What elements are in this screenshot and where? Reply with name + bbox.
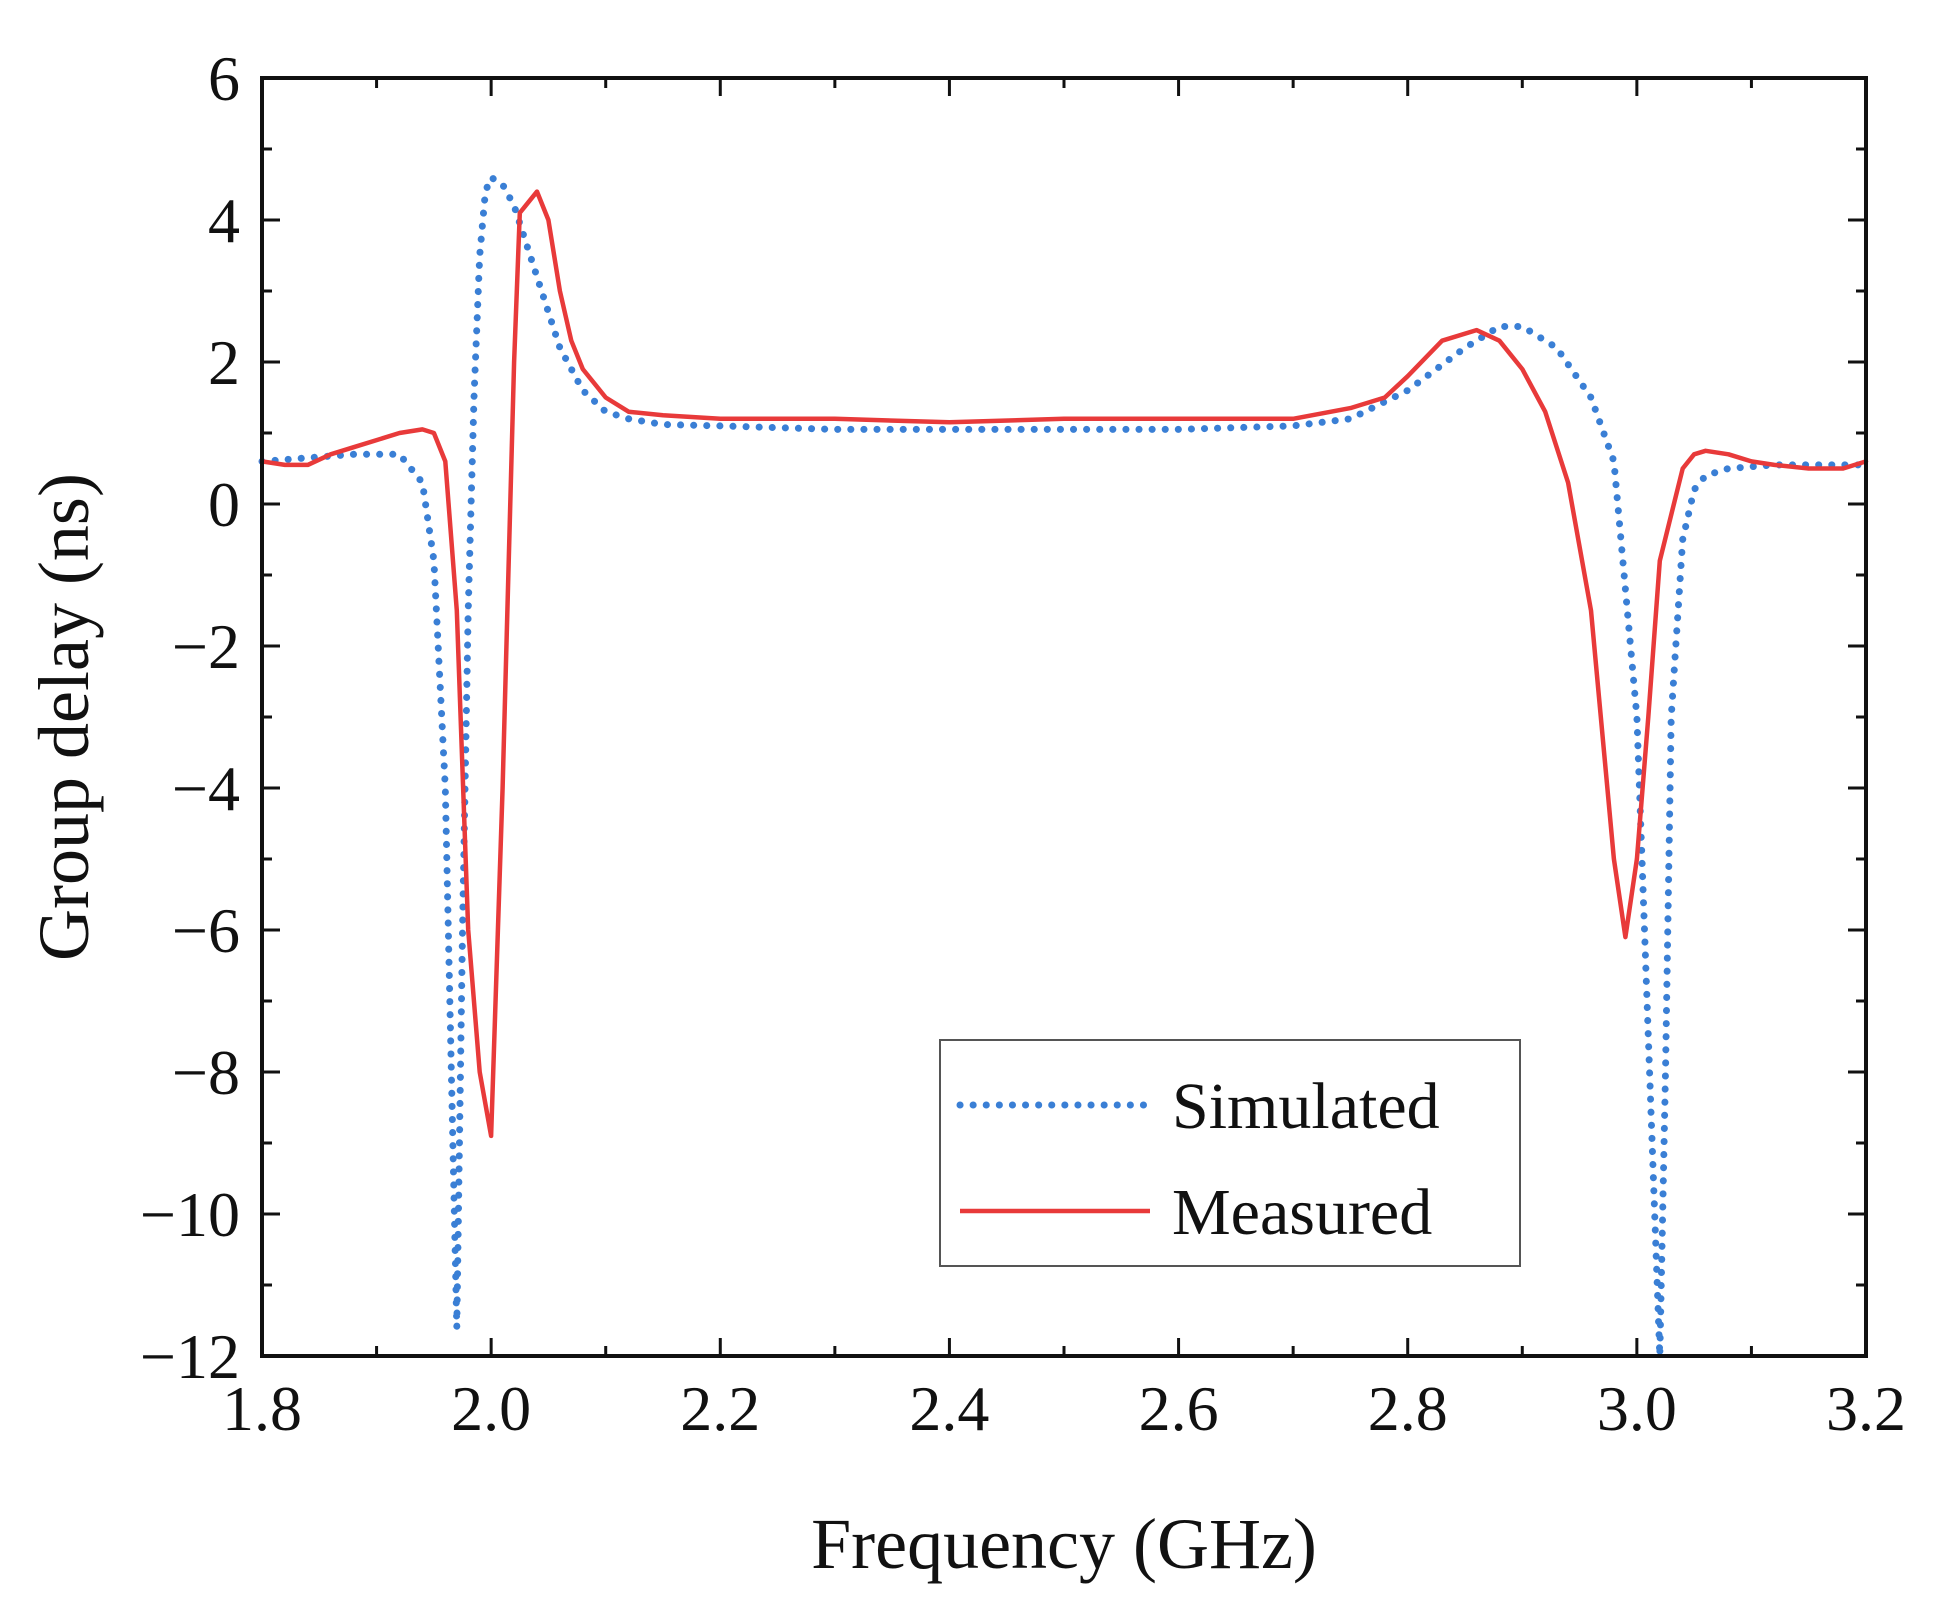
legend-label-simulated: Simulated	[1172, 1070, 1440, 1143]
x-tick-label-1: 2.0	[451, 1373, 531, 1444]
y-axis-title: Group delay (ns)	[24, 473, 104, 961]
x-tick-label-6: 3.0	[1597, 1373, 1677, 1444]
x-tick-label-2: 2.2	[680, 1373, 760, 1444]
y-tick-label-1: −10	[140, 1179, 240, 1250]
x-tick-label-0: 1.8	[222, 1373, 302, 1444]
x-tick-label-7: 3.2	[1826, 1373, 1906, 1444]
y-tick-label-5: −2	[172, 611, 240, 682]
plot-area-frame	[260, 76, 1868, 1358]
x-tick-label-4: 2.6	[1139, 1373, 1219, 1444]
x-tick-label-5: 2.8	[1368, 1373, 1448, 1444]
y-tick-label-4: −4	[172, 753, 240, 824]
legend-label-measured: Measured	[1172, 1176, 1432, 1249]
y-tick-label-0: −12	[140, 1321, 240, 1392]
y-tick-label-8: 4	[208, 185, 240, 256]
y-tick-label-3: −6	[172, 895, 240, 966]
y-tick-label-9: 6	[208, 43, 240, 114]
x-tick-label-3: 2.4	[909, 1373, 989, 1444]
legend: Simulated Measured	[939, 1039, 1521, 1267]
y-tick-label-6: 0	[208, 469, 240, 540]
legend-box	[939, 1039, 1521, 1267]
plot-series	[258, 173, 1870, 1360]
y-tick-label-7: 2	[208, 327, 240, 398]
series-line-simulated	[258, 173, 1870, 1360]
tick-labels: 1.8 2.0 2.2 2.4 2.6 2.8 3.0 3.2 −12 −10 −8 −6 −4 −2 0 2…	[140, 43, 1906, 1444]
x-axis-title: Frequency (GHz)	[811, 1504, 1317, 1584]
y-tick-label-2: −8	[172, 1037, 240, 1108]
series-line-measured	[259, 189, 1869, 1139]
